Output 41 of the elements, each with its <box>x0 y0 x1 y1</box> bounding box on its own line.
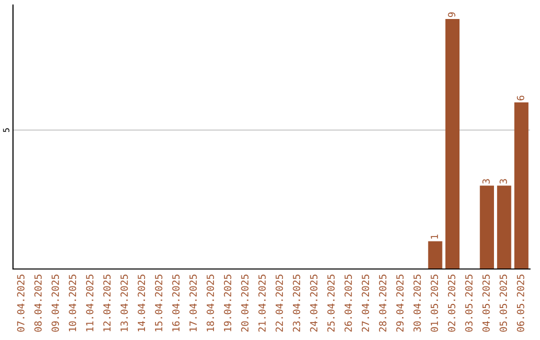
x-tick-label: 21.04.2025 <box>258 274 266 332</box>
x-tick-label: 19.04.2025 <box>224 274 232 332</box>
ref-line-label: 5 <box>3 128 10 132</box>
data-label: 9 <box>448 12 456 18</box>
data-label: 6 <box>516 96 524 100</box>
x-tick-label: 03.05.2025 <box>465 274 473 332</box>
x-tick-label: 24.04.2025 <box>310 274 318 332</box>
x-tick-label: 09.04.2025 <box>52 274 59 332</box>
data-label: 3 <box>482 179 490 184</box>
x-tick-label: 25.04.2025 <box>327 274 335 332</box>
bar <box>514 102 528 269</box>
x-tick-label: 11.04.2025 <box>86 274 94 332</box>
x-tick-label: 01.05.2025 <box>430 274 438 332</box>
x-tick-label: 08.04.2025 <box>34 274 42 332</box>
x-tick-label: 14.04.2025 <box>138 274 146 332</box>
x-tick-label: 05.05.2025 <box>500 274 507 332</box>
x-tick-label: 17.04.2025 <box>189 274 197 332</box>
x-tick-label: 04.05.2025 <box>482 274 490 332</box>
x-tick-label: 29.04.2025 <box>396 274 404 332</box>
x-tick-label: 16.04.2025 <box>172 274 180 332</box>
x-tick-label: 02.05.2025 <box>448 274 456 332</box>
bar <box>445 19 460 269</box>
x-tick-label: 18.04.2025 <box>206 274 214 332</box>
x-tick-label: 07.04.2025 <box>17 274 24 332</box>
x-tick-label: 22.04.2025 <box>276 274 283 332</box>
data-label: 3 <box>500 179 507 184</box>
x-tick-label: 06.05.2025 <box>516 274 524 332</box>
bar <box>428 241 442 269</box>
bar <box>497 186 512 269</box>
x-tick-label: 23.04.2025 <box>292 274 300 332</box>
x-tick-label: 30.04.2025 <box>413 274 421 332</box>
x-tick-label: 28.04.2025 <box>379 274 386 332</box>
x-tick-label: 20.04.2025 <box>241 274 248 332</box>
bar <box>480 186 494 269</box>
data-label: 1 <box>430 234 438 239</box>
x-tick-label: 27.04.2025 <box>362 274 370 332</box>
x-tick-label: 12.04.2025 <box>103 274 111 332</box>
x-tick-label: 26.04.2025 <box>344 274 352 332</box>
x-tick-label: 15.04.2025 <box>154 274 162 332</box>
x-tick-label: 10.04.2025 <box>68 274 76 332</box>
x-tick-label: 13.04.2025 <box>120 274 128 332</box>
